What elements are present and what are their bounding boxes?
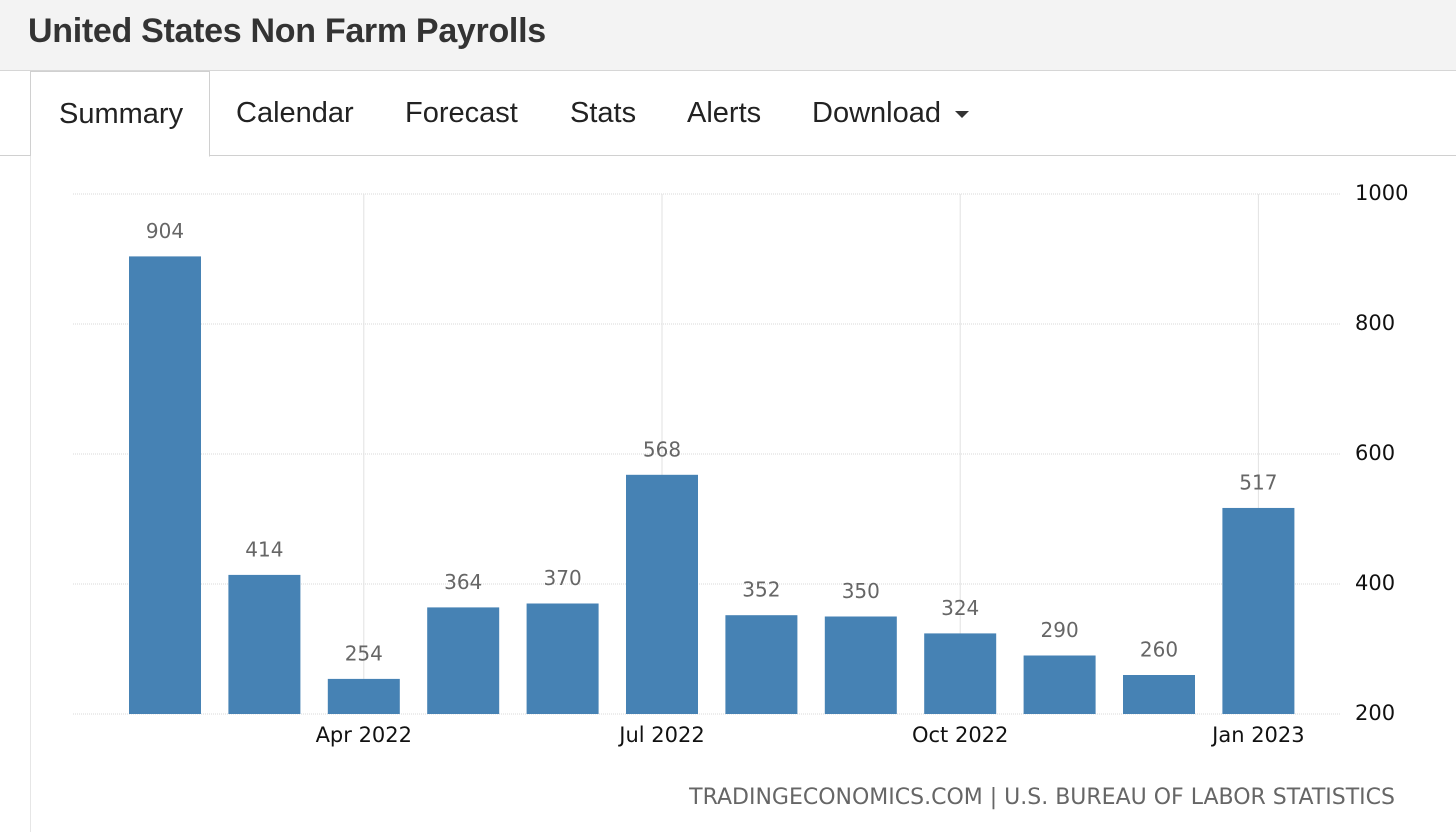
bar [725, 615, 798, 714]
tab-label: Forecast [405, 97, 518, 129]
bar [924, 633, 997, 714]
data-label: 364 [444, 570, 482, 594]
x-tick-label: Apr 2022 [316, 723, 412, 747]
y-tick-label: 400 [1355, 571, 1395, 595]
tab[interactable]: Forecast [377, 71, 546, 155]
bar [1222, 507, 1295, 714]
tab-label: Download [812, 97, 941, 129]
bar [1023, 655, 1096, 714]
data-label: 350 [842, 579, 880, 603]
y-tick-label: 800 [1355, 311, 1395, 335]
data-label: 352 [742, 578, 780, 602]
tab[interactable]: Calendar [208, 71, 382, 155]
chart-source: TRADINGECONOMICS.COM | U.S. BUREAU OF LA… [688, 785, 1395, 810]
y-tick-label: 200 [1355, 701, 1395, 725]
tab-label: Alerts [687, 97, 762, 129]
data-label: 904 [146, 219, 184, 243]
tab[interactable]: Summary [30, 71, 210, 157]
y-tick-label: 1000 [1355, 181, 1408, 205]
data-label: 414 [245, 537, 283, 561]
chart: TRADINGECONOMICS.COM | U.S. BUREAU OF LA… [73, 181, 1408, 810]
tab-label: Calendar [236, 97, 354, 129]
tab[interactable]: Stats [542, 71, 664, 155]
y-tick-label: 600 [1355, 441, 1395, 465]
tab-label: Summary [59, 98, 184, 130]
data-label: 370 [544, 566, 582, 590]
tab[interactable]: Alerts [659, 71, 789, 155]
tab-label: Stats [570, 97, 637, 129]
x-tick-label: Jul 2022 [617, 723, 704, 747]
bar [1123, 675, 1195, 714]
bar [327, 678, 400, 714]
tab-bar: Summary Calendar Forecast Stats Alerts D… [0, 71, 1456, 157]
page-title: United States Non Farm Payrolls [28, 12, 546, 50]
data-label: 324 [941, 596, 979, 620]
data-label: 260 [1140, 638, 1178, 662]
bar [526, 603, 599, 714]
x-tick-label: Oct 2022 [912, 723, 1008, 747]
dropdown-caret [954, 110, 969, 118]
header: United States Non Farm Payrolls [0, 0, 1456, 71]
data-label: 290 [1041, 618, 1079, 642]
bar [626, 474, 698, 714]
x-tick-label: Jan 2023 [1210, 723, 1305, 747]
bar [129, 256, 201, 714]
divider [30, 156, 31, 832]
tab[interactable]: Download [784, 71, 997, 155]
bar [427, 607, 500, 714]
bar [824, 616, 897, 714]
data-label: 568 [643, 437, 681, 461]
data-label: 517 [1239, 470, 1277, 494]
bar [228, 574, 301, 714]
data-label: 254 [345, 641, 383, 665]
